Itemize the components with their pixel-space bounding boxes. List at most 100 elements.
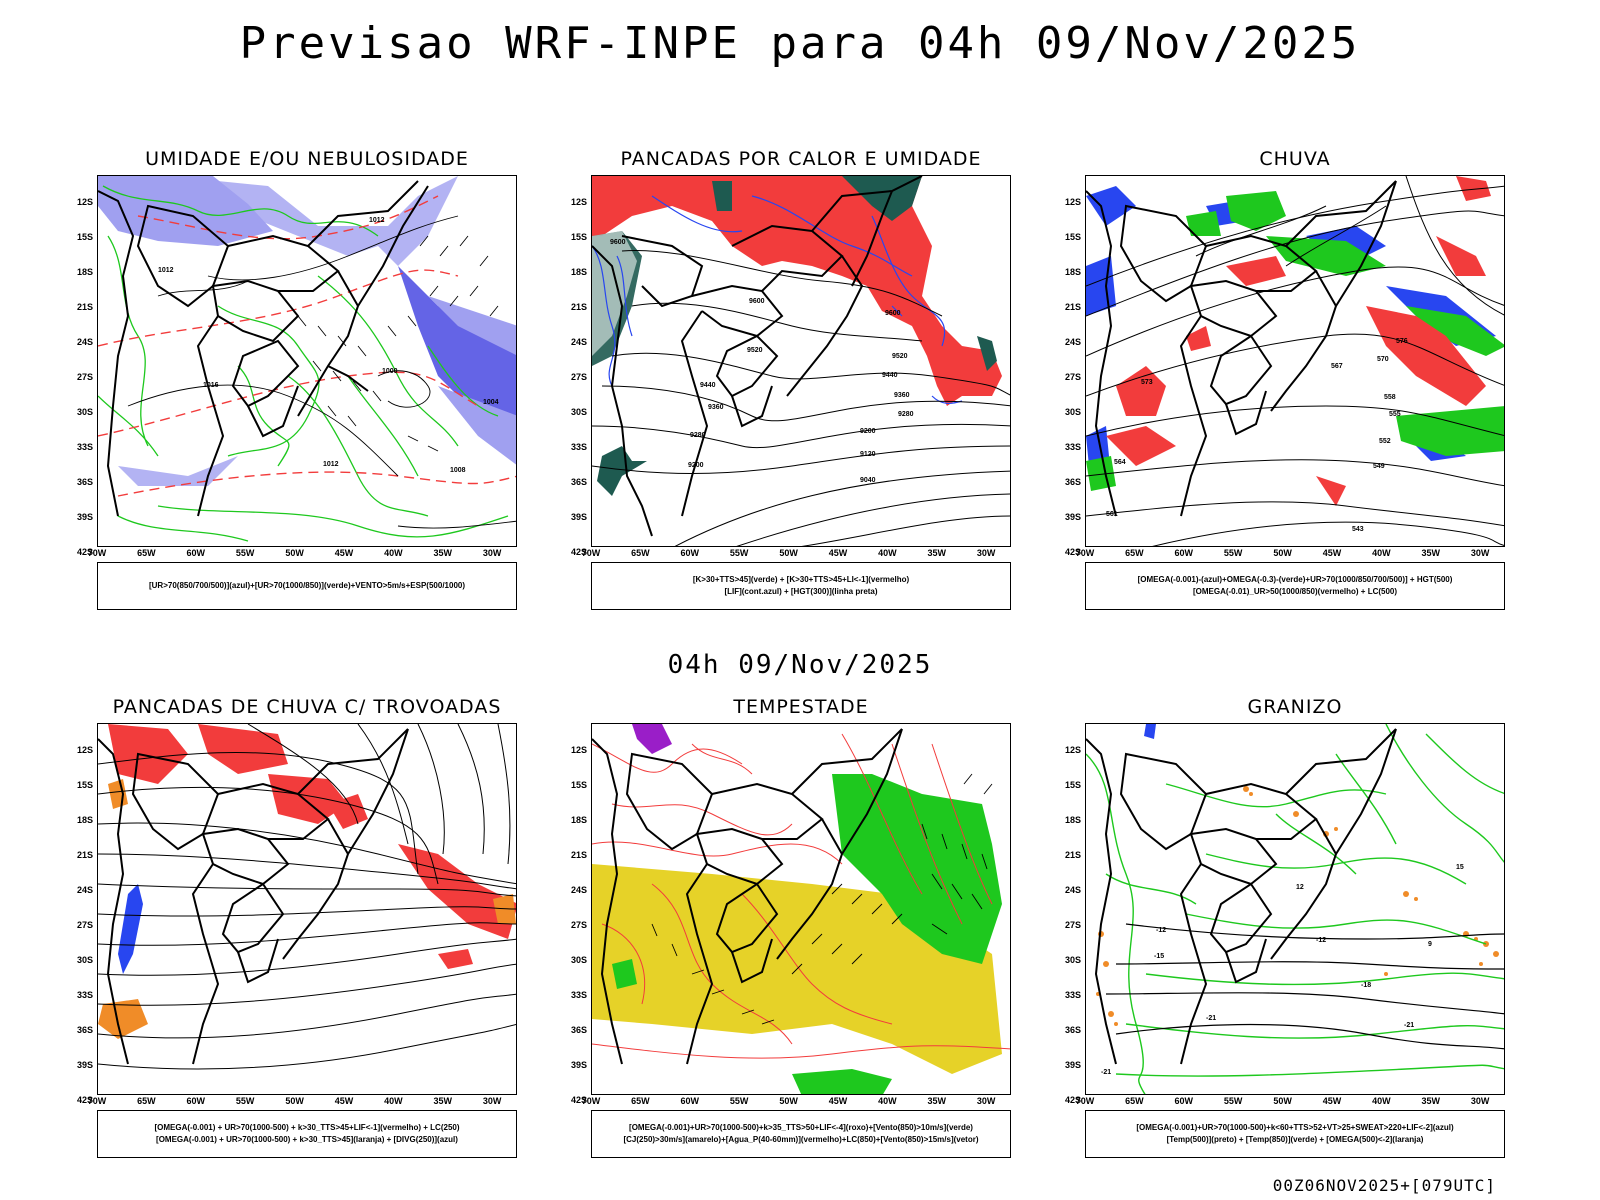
contour-label: 9040 bbox=[860, 477, 876, 484]
legend-box: [OMEGA(-0.001)-(azul)+OMEGA(-0.3)-(verde… bbox=[1085, 562, 1505, 610]
longitude-label: 40W bbox=[1372, 1096, 1391, 1106]
longitude-label: 45W bbox=[1322, 1096, 1342, 1106]
contour-label: 1012 bbox=[369, 217, 385, 224]
longitude-label: 45W bbox=[334, 1096, 354, 1106]
map-rain: 576 573 570 567 564 561 558 555 552 549 … bbox=[1085, 175, 1505, 547]
latitude-label: 12S bbox=[1064, 745, 1081, 755]
longitude-label: 55W bbox=[729, 548, 749, 558]
latitude-label: 42S bbox=[570, 1095, 587, 1105]
longitude-label: 65W bbox=[137, 548, 156, 558]
legend-line: [OMEGA(-0.001)+UR>70(1000-500)+k<60+TTS>… bbox=[1136, 1123, 1454, 1132]
latitude-label: 24S bbox=[1064, 885, 1081, 895]
contour-label: 552 bbox=[1379, 438, 1391, 445]
panel-title: UMIDADE E/OU NEBULOSIDADE bbox=[145, 148, 469, 170]
contour-label: 9280 bbox=[690, 432, 706, 439]
latitude-label: 27S bbox=[1064, 372, 1081, 382]
contour-label: 9 bbox=[1428, 941, 1432, 948]
contour-label: 1016 bbox=[203, 382, 219, 389]
latitude-label: 15S bbox=[1064, 232, 1081, 242]
longitude-label: 60W bbox=[186, 1096, 206, 1106]
latitude-label: 12S bbox=[570, 745, 587, 755]
latitude-label: 12S bbox=[76, 197, 93, 207]
latitude-label: 18S bbox=[1064, 267, 1081, 277]
latitude-label: 33S bbox=[76, 442, 93, 452]
panel-title: PANCADAS POR CALOR E UMIDADE bbox=[620, 148, 982, 170]
latitude-label: 24S bbox=[76, 885, 93, 895]
longitude-label: 30W bbox=[1470, 1096, 1490, 1106]
latitude-label: 30S bbox=[1064, 407, 1081, 417]
contour-label: 1004 bbox=[483, 399, 499, 406]
contour-label: 570 bbox=[1377, 356, 1389, 363]
latitude-label: 27S bbox=[1064, 920, 1081, 930]
latitude-label: 39S bbox=[1064, 512, 1081, 522]
longitude-label: 70W bbox=[87, 548, 107, 558]
latitude-label: 15S bbox=[1064, 780, 1081, 790]
longitude-label: 45W bbox=[828, 1096, 848, 1106]
contour-label: 9440 bbox=[882, 372, 898, 379]
longitude-label: 30W bbox=[976, 548, 996, 558]
latitude-label: 33S bbox=[1064, 442, 1081, 452]
contour-label: 9520 bbox=[747, 347, 763, 354]
legend-box: [OMEGA(-0.001) + UR>70(1000-500) + k>30_… bbox=[97, 1110, 517, 1158]
longitude-label: 65W bbox=[137, 1096, 156, 1106]
longitude-label: 35W bbox=[1421, 1096, 1441, 1106]
longitude-label: 50W bbox=[779, 548, 798, 558]
longitude-label: 30W bbox=[482, 1096, 502, 1106]
latitude-label: 42S bbox=[1064, 547, 1081, 557]
longitude-label: 45W bbox=[828, 548, 848, 558]
latitude-label: 18S bbox=[570, 267, 587, 277]
longitude-label: 30W bbox=[482, 548, 502, 558]
latitude-label: 18S bbox=[1064, 815, 1081, 825]
longitude-label: 50W bbox=[285, 548, 304, 558]
longitude-label: 60W bbox=[680, 548, 700, 558]
panel-title: TEMPESTADE bbox=[733, 696, 869, 718]
legend-line: [OMEGA(-0.001)-(azul)+OMEGA(-0.3)-(verde… bbox=[1137, 575, 1453, 584]
longitude-label: 40W bbox=[384, 1096, 403, 1106]
contour-label: 1012 bbox=[323, 461, 339, 468]
longitude-label: 70W bbox=[1075, 548, 1095, 558]
contour-label: 1012 bbox=[158, 267, 174, 274]
legend-line: [UR>70(850/700/500)](azul)+[UR>70(1000/8… bbox=[148, 581, 466, 590]
latitude-label: 18S bbox=[76, 815, 93, 825]
latitude-label: 42S bbox=[1064, 1095, 1081, 1105]
latitude-label: 27S bbox=[76, 920, 93, 930]
longitude-label: 60W bbox=[1174, 548, 1194, 558]
latitude-label: 21S bbox=[76, 302, 93, 312]
latitude-label: 33S bbox=[570, 442, 587, 452]
latitude-label: 33S bbox=[570, 990, 587, 1000]
latitude-label: 24S bbox=[76, 337, 93, 347]
latitude-label: 36S bbox=[1064, 1025, 1081, 1035]
latitude-label: 39S bbox=[76, 512, 93, 522]
contour-label: 9360 bbox=[708, 404, 724, 411]
longitude-label: 45W bbox=[334, 548, 354, 558]
contour-label: -12 bbox=[1156, 927, 1166, 934]
contour-label: 12 bbox=[1296, 884, 1304, 891]
latitude-label: 15S bbox=[570, 780, 587, 790]
longitude-label: 55W bbox=[235, 548, 255, 558]
panel-title: GRANIZO bbox=[1247, 696, 1343, 718]
longitude-label: 60W bbox=[1174, 1096, 1194, 1106]
longitude-label: 50W bbox=[1273, 1096, 1292, 1106]
latitude-label: 36S bbox=[76, 477, 93, 487]
latitude-label: 30S bbox=[570, 407, 587, 417]
legend-line: [OMEGA(-0.01)_UR>50(1000/850)(vermelho) … bbox=[1192, 587, 1398, 596]
contour-label: 9520 bbox=[892, 353, 908, 360]
contour-label: 9600 bbox=[610, 239, 626, 246]
subtitle: 04h 09/Nov/2025 bbox=[667, 650, 933, 680]
longitude-label: 65W bbox=[1125, 548, 1144, 558]
contour-label: 9200 bbox=[860, 428, 876, 435]
longitude-label: 55W bbox=[729, 1096, 749, 1106]
legend-line: [OMEGA(-0.001) + UR>70(1000-500) + k>30_… bbox=[156, 1135, 458, 1144]
latitude-label: 27S bbox=[570, 920, 587, 930]
legend-line: [OMEGA(-0.001) + UR>70(1000-500) + k>30_… bbox=[154, 1123, 460, 1132]
longitude-label: 40W bbox=[878, 548, 897, 558]
legend-box: [OMEGA(-0.001)+UR>70(1000-500)+k<60+TTS>… bbox=[1085, 1110, 1505, 1158]
longitude-label: 70W bbox=[1075, 1096, 1095, 1106]
longitude-label: 65W bbox=[1125, 1096, 1144, 1106]
latitude-label: 15S bbox=[76, 780, 93, 790]
latitude-label: 30S bbox=[570, 955, 587, 965]
latitude-label: 12S bbox=[570, 197, 587, 207]
latitude-label: 39S bbox=[570, 1060, 587, 1070]
latitude-label: 18S bbox=[76, 267, 93, 277]
latitude-label: 42S bbox=[76, 1095, 93, 1105]
